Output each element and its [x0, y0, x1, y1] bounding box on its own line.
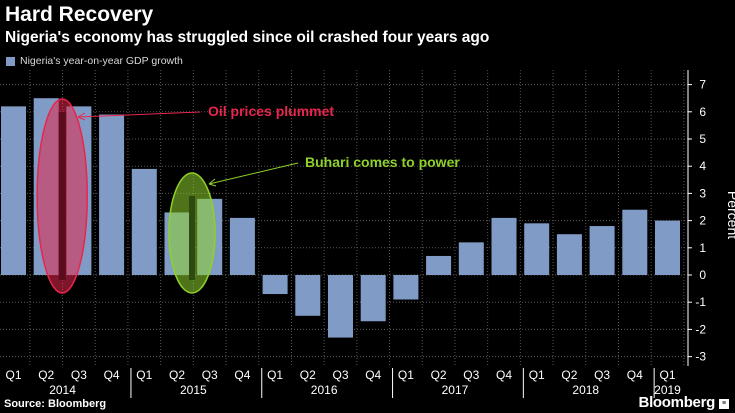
y-tick-label: -3: [695, 350, 706, 364]
bar-16: [491, 217, 517, 275]
y-tick-label: -1: [695, 295, 706, 309]
legend-label: Nigeria's year-on-year GDP growth: [20, 55, 183, 67]
brand-badge-icon: ≡: [719, 399, 729, 409]
x-tick-label: Q4: [627, 368, 643, 382]
brand-logo: Bloomberg: [638, 394, 716, 411]
source-note: Source: Bloomberg: [4, 398, 107, 410]
y-tick-label: -2: [695, 322, 706, 336]
x-year-label: 2018: [572, 383, 599, 397]
x-tick-label: Q3: [332, 368, 348, 382]
buhari-annotation-label: Buhari comes to power: [305, 154, 460, 170]
oil-annotation-arrow: [77, 111, 201, 118]
y-axis-title: Percent: [725, 191, 735, 239]
bar-13: [393, 275, 419, 300]
y-tick-label: 0: [699, 268, 706, 282]
x-year-label: 2017: [442, 383, 469, 397]
y-tick-label: 5: [699, 132, 706, 146]
x-tick-label: Q1: [5, 368, 21, 382]
x-year-label: 2014: [49, 383, 76, 397]
x-tick-label: Q1: [529, 368, 545, 382]
x-tick-label: Q2: [561, 368, 577, 382]
bar-19: [589, 226, 615, 275]
x-tick-label: Q1: [267, 368, 283, 382]
x-tick-label: Q4: [365, 368, 381, 382]
bar-8: [229, 217, 255, 275]
bar-15: [458, 242, 484, 275]
bar-14: [426, 255, 452, 275]
oil-highlight-marker: [58, 112, 66, 280]
x-year-label: 2016: [311, 383, 338, 397]
oil-annotation-label: Oil prices plummet: [208, 103, 334, 119]
x-tick-label: Q4: [496, 368, 512, 382]
chart-title: Hard Recovery: [5, 3, 154, 26]
x-tick-label: Q3: [71, 368, 87, 382]
y-tick-label: 3: [699, 186, 706, 200]
chart-legend: Nigeria's year-on-year GDP growth: [6, 55, 183, 67]
bar-9: [262, 275, 288, 295]
y-tick-label: 1: [699, 241, 706, 255]
x-tick-label: Q3: [463, 368, 479, 382]
bar-5: [131, 168, 157, 275]
x-tick-label: Q2: [431, 368, 447, 382]
buhari-highlight-marker: [189, 196, 195, 280]
x-tick-label: Q1: [659, 368, 675, 382]
x-tick-label: Q2: [38, 368, 54, 382]
x-tick-label: Q1: [398, 368, 414, 382]
bar-4: [99, 114, 125, 276]
x-tick-label: Q4: [104, 368, 120, 382]
y-tick-label: 7: [699, 78, 706, 92]
y-tick-label: 4: [699, 159, 706, 173]
y-tick-label: 2: [699, 214, 706, 228]
x-tick-label: Q2: [300, 368, 316, 382]
bar-18: [556, 234, 582, 275]
bar-17: [524, 223, 550, 275]
x-tick-label: Q4: [234, 368, 250, 382]
bar-21: [655, 220, 680, 275]
oil-arrowhead-icon: [77, 112, 86, 121]
x-tick-label: Q3: [594, 368, 610, 382]
x-tick-label: Q1: [136, 368, 152, 382]
bar-12: [360, 275, 386, 322]
buhari-arrowhead-icon: [208, 178, 217, 187]
x-year-label: 2019: [654, 383, 681, 397]
bar-10: [295, 275, 321, 316]
x-tick-label: Q3: [202, 368, 218, 382]
bar-20: [622, 209, 648, 275]
x-tick-label: Q2: [169, 368, 185, 382]
chart-subtitle: Nigeria's economy has struggled since oi…: [5, 29, 490, 46]
y-tick-label: 6: [699, 105, 706, 119]
legend-swatch: [6, 56, 15, 66]
bar-11: [328, 275, 353, 338]
x-year-label: 2015: [180, 383, 207, 397]
bar-1: [1, 106, 26, 275]
buhari-annotation-arrow: [208, 162, 299, 185]
